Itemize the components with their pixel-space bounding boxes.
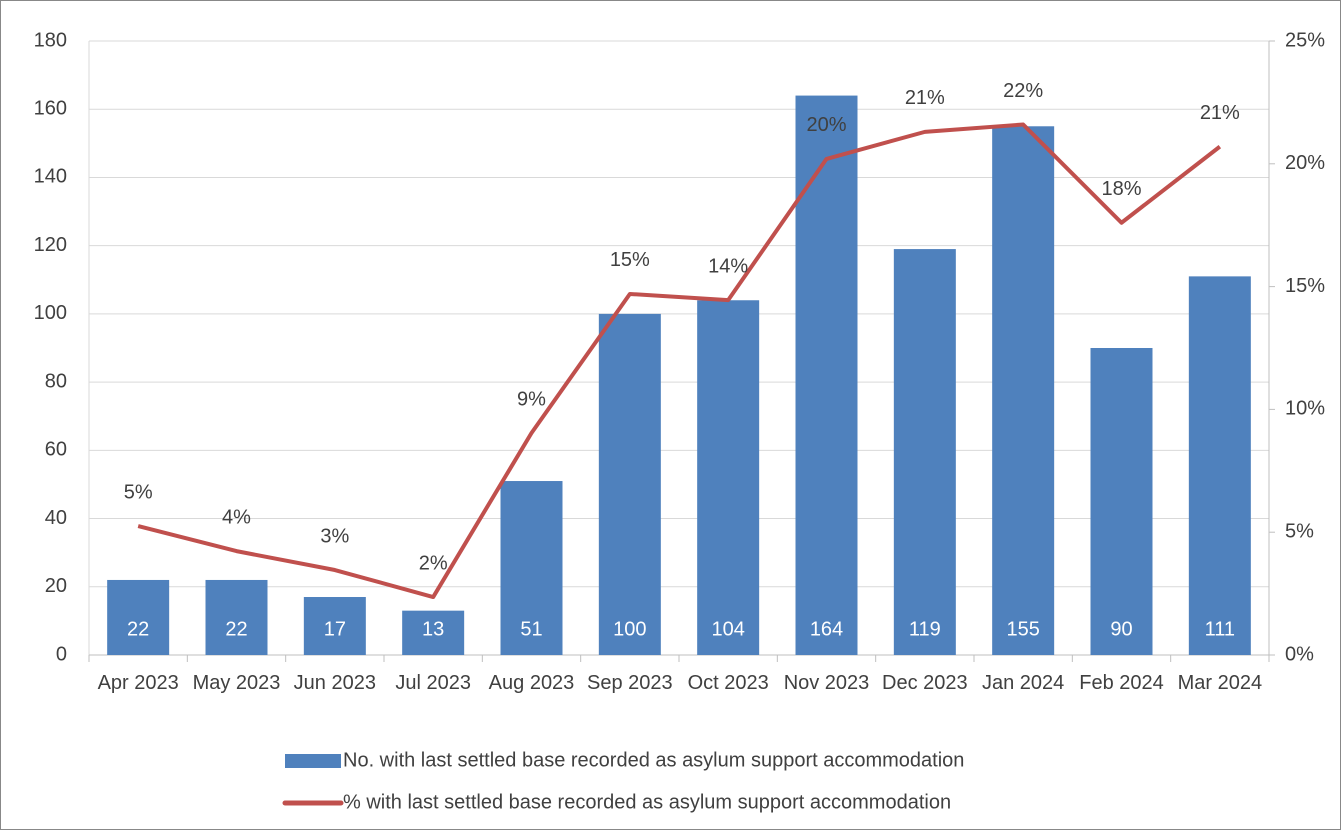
line-value-label: 14% [708,255,748,277]
y-tick-label: 160 [34,98,67,120]
bar [992,126,1055,656]
y-tick-label: 120 [34,234,67,256]
line-value-label: 5% [124,481,153,503]
bar-value-label: 111 [1205,618,1235,640]
legend-swatch [285,754,341,768]
x-tick-label: Apr 2023 [97,672,179,694]
bar [697,300,760,655]
bar-value-label: 22 [127,618,149,640]
line [137,122,1222,600]
bar [402,610,465,655]
bar [107,579,170,655]
y-tick-label: 180 [34,29,67,51]
y-tick-label: 80 [45,370,67,392]
bar [795,95,858,656]
x-tick-label: May 2023 [192,672,281,694]
bar [205,579,268,655]
bar-value-label: 13 [422,618,444,640]
x-tick-label: Jan 2024 [982,672,1065,694]
bar-value-label: 51 [520,618,542,640]
x-tick-label: Feb 2024 [1079,672,1164,694]
bar-value-label: 100 [613,618,646,640]
y-tick-label: 40 [45,507,67,529]
bar [1188,276,1251,655]
line-value-label: 3% [320,525,349,547]
bar-value-label: 17 [324,618,346,640]
y-tick-label: 20 [45,575,67,597]
x-tick-label: Jul 2023 [395,672,471,694]
y2-tick-label: 25% [1285,29,1325,51]
x-tick-label: Aug 2023 [488,672,575,694]
x-tick-label: Nov 2023 [783,672,870,694]
y2-tick-label: 5% [1285,520,1314,542]
line-value-label: 9% [517,388,546,410]
y-tick-label: 100 [34,302,67,324]
line-value-label: 20% [806,114,846,136]
bar-value-label: 90 [1110,618,1132,640]
bar [303,597,366,655]
legend-label: No. with last settled base recorded as a… [343,749,964,771]
y2-tick-label: 20% [1285,152,1325,174]
line-value-label: 18% [1101,178,1141,200]
line-value-label: 21% [1200,102,1240,124]
line-value-label: 21% [905,87,945,109]
bar [1090,348,1153,655]
bar-value-label: 22 [225,618,247,640]
bar-value-label: 119 [909,618,941,640]
y2-tick-label: 15% [1285,275,1325,297]
x-tick-label: Oct 2023 [687,672,769,694]
bar [893,249,956,656]
y-tick-label: 60 [45,439,67,461]
x-tick-label: Mar 2024 [1177,672,1263,694]
bar-value-label: 104 [711,618,744,640]
y2-tick-label: 10% [1285,398,1325,420]
y2-tick-label: 0% [1285,643,1314,665]
legend-label: % with last settled base recorded as asy… [343,791,951,813]
bar-value-label: 164 [810,618,843,640]
line-value-label: 2% [419,552,448,574]
x-tick-label: Dec 2023 [882,672,968,694]
bar [500,481,563,655]
bar-value-label: 155 [1006,618,1039,640]
x-tick-label: Sep 2023 [587,672,673,694]
line-value-label: 4% [222,506,251,528]
bar [598,313,661,655]
y-tick-label: 0 [56,643,67,665]
y-tick-label: 140 [34,166,67,188]
x-tick-label: Jun 2023 [293,672,376,694]
line-value-label: 15% [610,249,650,271]
line-value-label: 22% [1003,80,1043,102]
